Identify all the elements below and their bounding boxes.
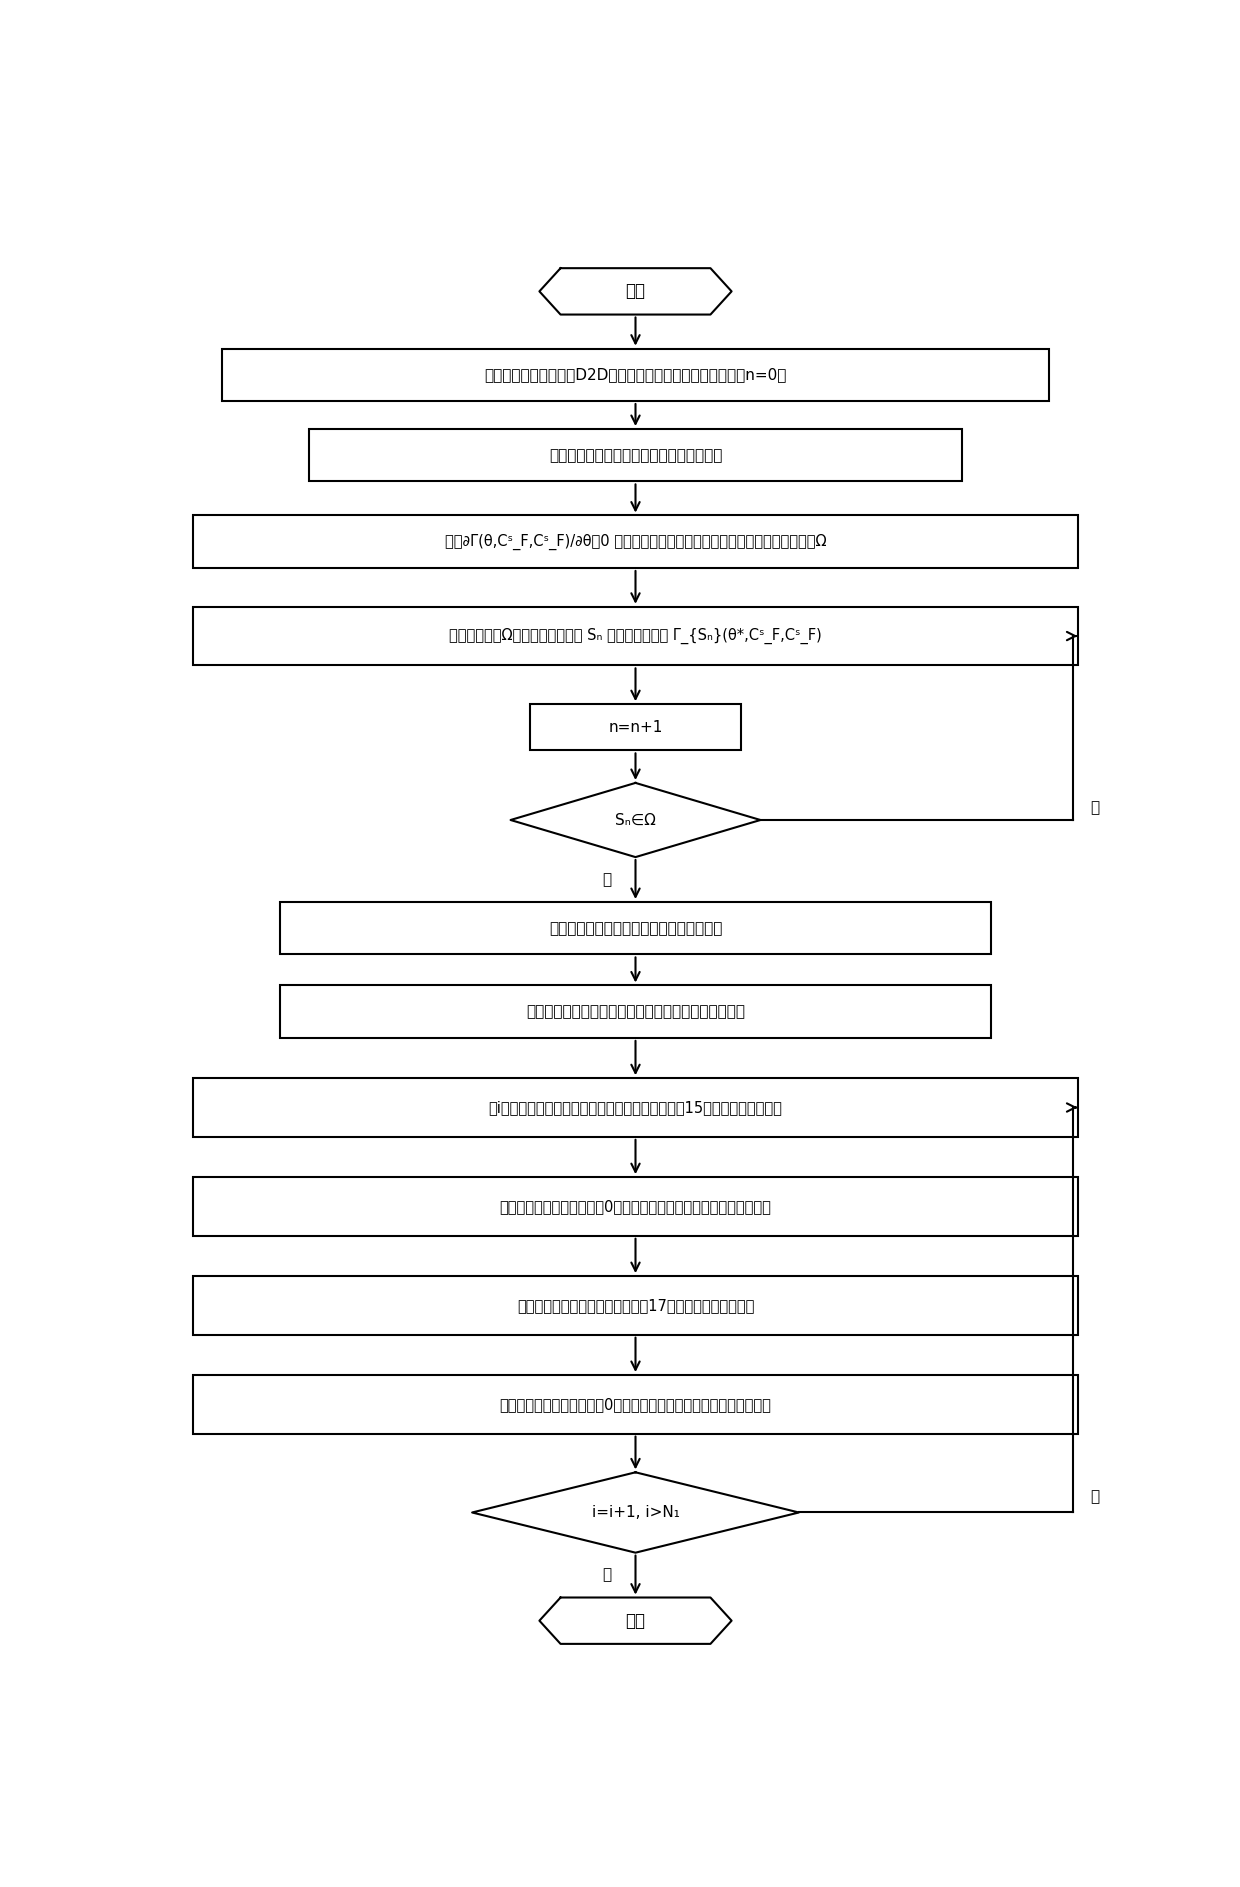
Text: 求最小成本函数所对应的最优基站休眠方案: 求最小成本函数所对应的最优基站休眠方案 (549, 921, 722, 936)
Polygon shape (539, 268, 732, 315)
Polygon shape (511, 783, 760, 857)
Bar (193, 515, 1078, 568)
Text: 根据成本函数差値是否大于0，确定此次迭代求得的最优用户缓存方案: 根据成本函数差値是否大于0，确定此次迭代求得的最优用户缓存方案 (500, 1396, 771, 1411)
Text: 根据已知的缓存方案，求最优基站开关策略: 根据已知的缓存方案，求最优基站开关策略 (549, 447, 722, 462)
Text: i=i+1, i>N₁: i=i+1, i>N₁ (591, 1506, 680, 1521)
Bar (280, 985, 991, 1038)
Bar (222, 349, 1049, 402)
Text: 第i次迭代过程中，给定用户缓存位置，根据公式（15）求解小站缓存方案: 第i次迭代过程中，给定用户缓存位置，根据公式（15）求解小站缓存方案 (489, 1100, 782, 1115)
Text: 采集网络信息，小站和D2D用户存储文件，初始化网络参数，n=0，: 采集网络信息，小站和D2D用户存储文件，初始化网络参数，n=0， (485, 368, 786, 383)
Text: 是: 是 (603, 1568, 611, 1583)
Text: Sₙ∈Ω: Sₙ∈Ω (615, 813, 656, 828)
Text: 遍历状态集合Ω，计算在基站状态 Sₙ 下系统成本函数 Γ_{Sₙ}(θ*,Cˢ_F,Cˢ_F): 遍历状态集合Ω，计算在基站状态 Sₙ 下系统成本函数 Γ_{Sₙ}(θ*,Cˢ_… (449, 628, 822, 643)
Polygon shape (539, 1598, 732, 1644)
Text: 开始: 开始 (625, 283, 646, 300)
Text: 根据成本函数差値是否大于0，确定此次迭代求得的最优小站缓存方案: 根据成本函数差値是否大于0，确定此次迭代求得的最优小站缓存方案 (500, 1198, 771, 1213)
Bar (529, 704, 742, 751)
Text: 是: 是 (1090, 1489, 1099, 1504)
Bar (193, 1177, 1078, 1236)
Text: 否: 否 (603, 872, 611, 887)
Text: 由最优小站缓存方案，根据公式（17），计算用户缓存方案: 由最优小站缓存方案，根据公式（17），计算用户缓存方案 (517, 1298, 754, 1313)
Bar (309, 428, 962, 481)
Bar (280, 902, 991, 955)
Polygon shape (472, 1472, 799, 1553)
Text: 根据∂Γ(θ,Cˢ_F,Cˢ_F)/∂θ＝0 求解最优基站开关比例，获得所有基站开关状态集合Ω: 根据∂Γ(θ,Cˢ_F,Cˢ_F)/∂θ＝0 求解最优基站开关比例，获得所有基站… (445, 534, 826, 549)
Bar (193, 1276, 1078, 1334)
Bar (193, 608, 1078, 666)
Text: 在给定的最优基站状态下，迭代求解最优协作缓存方案: 在给定的最优基站状态下，迭代求解最优协作缓存方案 (526, 1004, 745, 1019)
Bar (193, 1376, 1078, 1434)
Bar (193, 1077, 1078, 1136)
Text: 结束: 结束 (625, 1611, 646, 1630)
Text: 是: 是 (1090, 800, 1099, 815)
Text: n=n+1: n=n+1 (609, 719, 662, 734)
